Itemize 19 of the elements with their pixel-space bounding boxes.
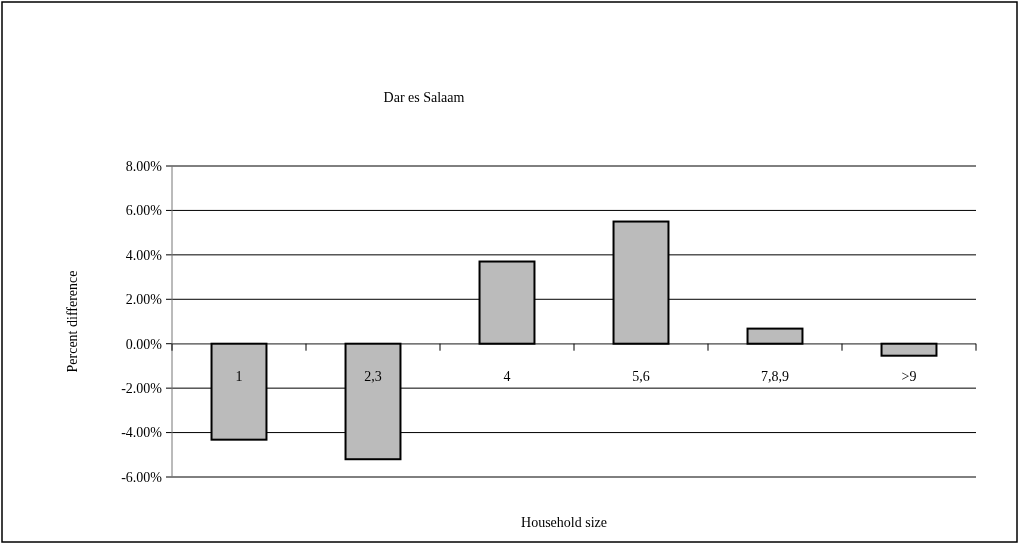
y-tick-label: 2.00% (125, 292, 163, 308)
y-tick-label: 4.00% (125, 247, 163, 263)
chart-title: Dar es Salaam (383, 90, 465, 105)
bar (880, 342, 938, 357)
y-tick-label: 8.00% (125, 158, 163, 174)
bar (746, 327, 804, 345)
x-axis-title: Household size (521, 515, 607, 530)
x-tick-label: 7,8,9 (761, 368, 789, 384)
x-tick-label: 5,6 (632, 368, 650, 384)
x-tick-label: 4 (503, 368, 511, 384)
x-tick-label: 2,3 (364, 368, 382, 384)
y-tick-label: -6.00% (121, 469, 163, 485)
y-tick-label: 0.00% (125, 336, 163, 352)
x-tick-label: >9 (901, 368, 917, 384)
y-tick-label: 6.00% (125, 203, 163, 219)
y-axis-title: Percent difference (65, 270, 80, 373)
x-tick-label: 1 (235, 368, 243, 384)
y-tick-label: -4.00% (121, 425, 163, 441)
y-tick-label: -2.00% (121, 381, 163, 397)
